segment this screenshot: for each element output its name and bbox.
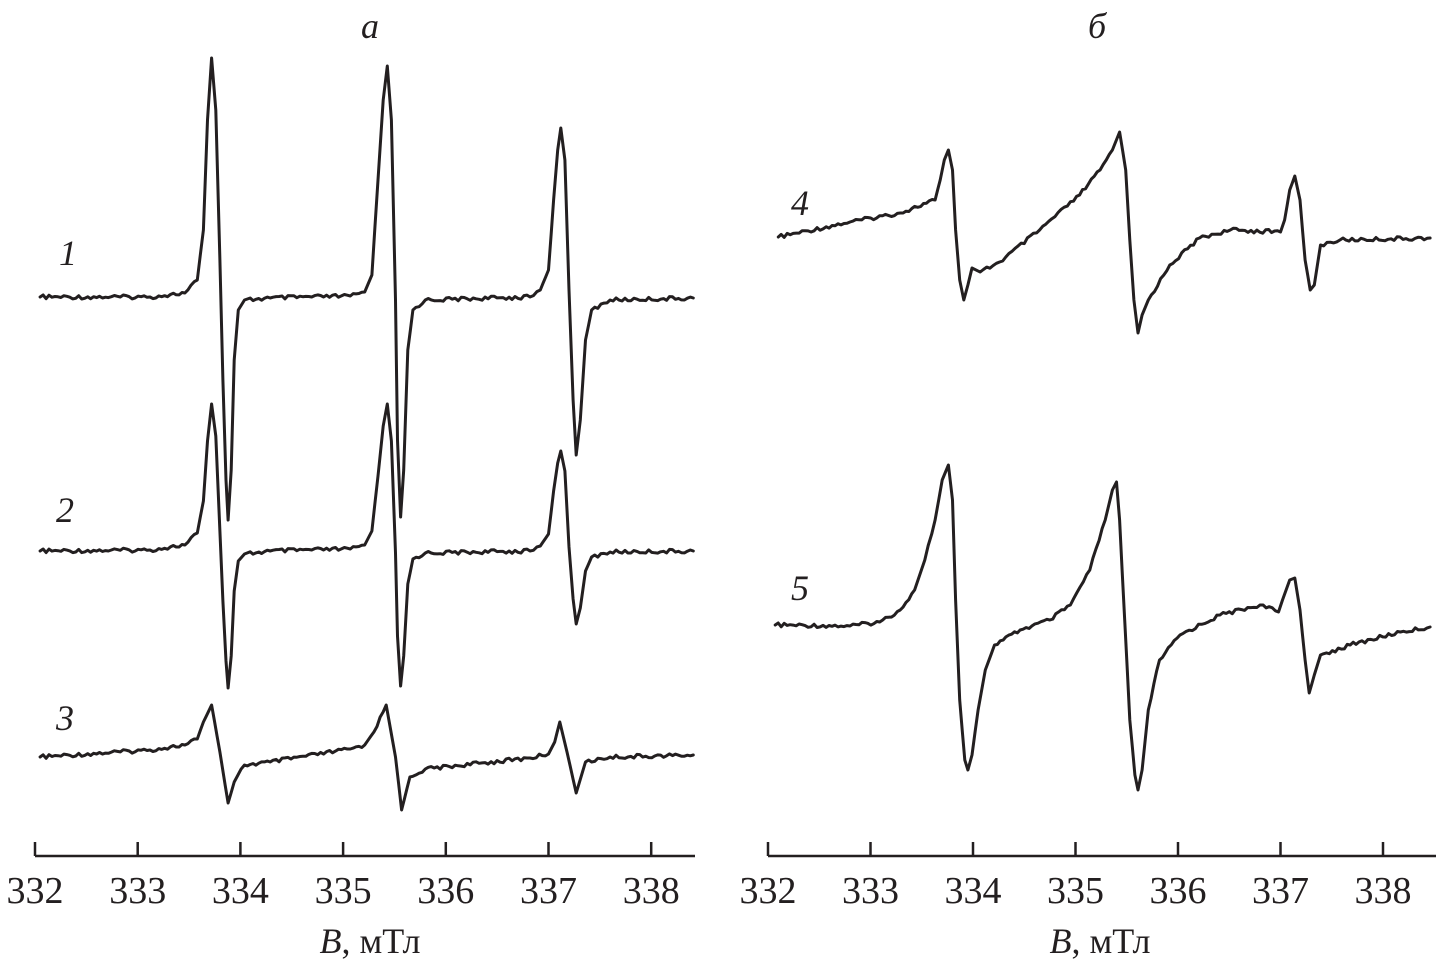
series-label-1: 1 [59, 233, 77, 273]
series-label-3: 3 [55, 698, 74, 738]
x-tick-label: 335 [1047, 870, 1104, 912]
panel-a-xlabel: B, мТл [320, 921, 421, 961]
panel-b-title: б [1088, 6, 1108, 46]
x-tick-label: 337 [1252, 870, 1309, 912]
spectrum-3 [38, 703, 695, 812]
x-tick-label: 332 [7, 870, 64, 912]
x-tick-label: 334 [212, 870, 269, 912]
series-label-5: 5 [791, 568, 809, 608]
panel-a: а B, мТл 332 333 334 335 336 337 338 1 2 3 [7, 6, 695, 961]
x-tick-label: 336 [1150, 870, 1207, 912]
panel-b-xlabel-var: B [1050, 921, 1072, 961]
panel-a-title: а [361, 6, 379, 46]
x-tick-label: 334 [945, 870, 1002, 912]
spectrum-2 [38, 402, 695, 690]
panel-b: б B, мТл 332 333 334 335 336 337 338 4 5 [740, 6, 1436, 961]
x-tick-label: 333 [109, 870, 166, 912]
spectrum-1 [38, 56, 695, 522]
panel-b-xlabel-unit: , мТл [1072, 921, 1151, 961]
spectrum-4 [776, 130, 1432, 335]
x-tick-label: 338 [1355, 870, 1412, 912]
series-label-4: 4 [791, 183, 809, 223]
x-tick-label: 335 [315, 870, 372, 912]
x-tick-label: 337 [520, 870, 577, 912]
panel-a-xlabel-unit: , мТл [342, 921, 421, 961]
series-label-2: 2 [56, 490, 74, 530]
x-tick-label: 338 [623, 870, 680, 912]
x-tick-label: 336 [417, 870, 474, 912]
panel-b-xlabel: B, мТл [1050, 921, 1151, 961]
panel-a-xlabel-var: B [320, 921, 342, 961]
x-tick-label: 333 [842, 870, 899, 912]
x-tick-label: 332 [740, 870, 797, 912]
spectrum-5 [773, 463, 1432, 792]
